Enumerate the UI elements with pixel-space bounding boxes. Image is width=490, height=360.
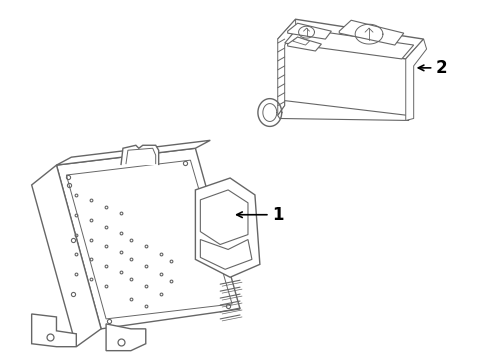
Polygon shape xyxy=(56,148,240,329)
Polygon shape xyxy=(196,178,260,277)
Polygon shape xyxy=(106,324,146,351)
Polygon shape xyxy=(288,37,321,51)
Polygon shape xyxy=(339,20,404,45)
Polygon shape xyxy=(32,314,76,347)
Polygon shape xyxy=(278,100,409,121)
Polygon shape xyxy=(200,190,248,244)
Polygon shape xyxy=(278,19,295,116)
Polygon shape xyxy=(56,140,210,165)
Polygon shape xyxy=(293,37,310,45)
Polygon shape xyxy=(121,145,159,165)
Polygon shape xyxy=(126,148,156,164)
Polygon shape xyxy=(288,23,331,39)
Polygon shape xyxy=(200,239,252,269)
Polygon shape xyxy=(406,39,427,121)
Polygon shape xyxy=(66,160,232,319)
Text: 1: 1 xyxy=(272,206,283,224)
Polygon shape xyxy=(32,165,101,347)
Polygon shape xyxy=(278,19,424,59)
Polygon shape xyxy=(285,28,414,59)
Text: 2: 2 xyxy=(436,59,447,77)
